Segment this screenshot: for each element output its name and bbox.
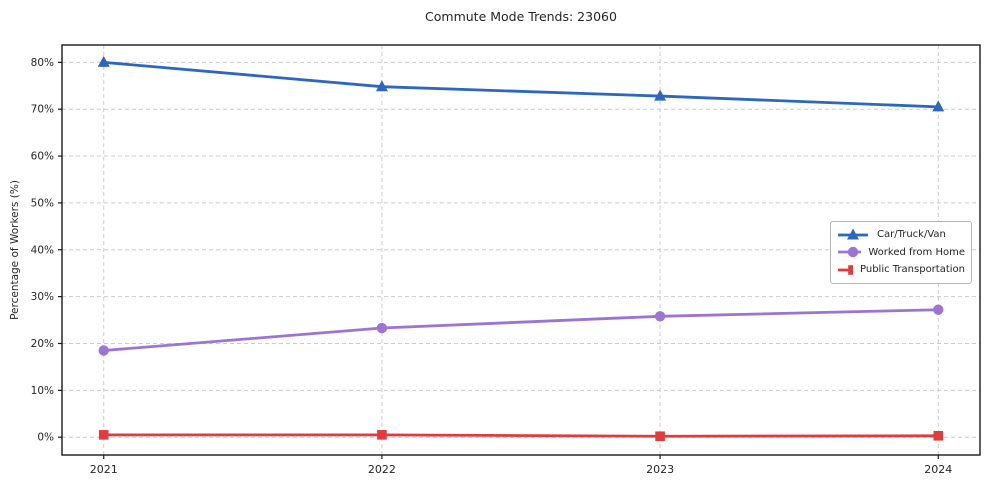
x-tick-label: 2024 [924, 463, 952, 476]
circle-marker [847, 247, 859, 258]
legend-sample-triangle-icon [838, 228, 868, 240]
x-tick-label: 2022 [368, 463, 396, 476]
circle-marker [376, 322, 388, 334]
y-tick-label: 80% [31, 57, 54, 69]
circle-marker [933, 304, 944, 315]
triangle-marker [847, 228, 859, 240]
y-tick-label: 10% [31, 385, 54, 397]
chart-title: Commute Mode Trends: 23060 [425, 9, 617, 24]
series-line [102, 433, 940, 438]
axis-ticks: 0% 10% 20% 30% 40% 50% 60% 70% 80% 2021 2022 2023 20… [31, 57, 953, 476]
square-marker [377, 430, 387, 440]
triangle-marker [654, 89, 667, 101]
x-tick-label: 2021 [90, 463, 118, 476]
circle-marker [654, 311, 666, 322]
y-tick-label: 70% [31, 104, 54, 116]
square-marker [848, 264, 854, 275]
series-line [102, 308, 940, 352]
triangle-marker [375, 80, 388, 92]
triangle-marker [97, 55, 110, 67]
legend-entry-public-transportation: Public Transportation [836, 261, 965, 279]
series-public-transportation [98, 430, 944, 442]
legend-sample-square-icon [838, 264, 854, 275]
legend-label: Car/Truck/Van [877, 229, 946, 241]
series-line [102, 60, 940, 109]
circle-marker [98, 345, 109, 356]
square-marker [655, 431, 665, 442]
y-tick-label: 30% [31, 291, 54, 303]
series-worked-from-home [98, 304, 944, 356]
series-car-truck-van [97, 55, 945, 112]
legend-entry-car-truck-van: Car/Truck/Van [836, 226, 965, 244]
y-tick-label: 60% [31, 151, 54, 163]
y-tick-label: 0% [37, 432, 54, 444]
legend: Car/Truck/Van Worked from Home Public Tran… [830, 221, 972, 284]
legend-label: Public Transportation [860, 264, 965, 276]
legend-sample-circle-icon [838, 247, 862, 258]
y-tick-label: 20% [31, 338, 54, 350]
y-tick-label: 50% [31, 197, 54, 209]
legend-entry-worked-from-home: Worked from Home [836, 244, 965, 262]
legend-label: Worked from Home [868, 246, 965, 258]
y-tick-label: 40% [31, 244, 54, 256]
x-tick-label: 2023 [646, 463, 674, 476]
square-marker [98, 430, 109, 440]
square-marker [933, 430, 944, 441]
triangle-marker [932, 100, 945, 112]
plot-frame [61, 44, 981, 456]
